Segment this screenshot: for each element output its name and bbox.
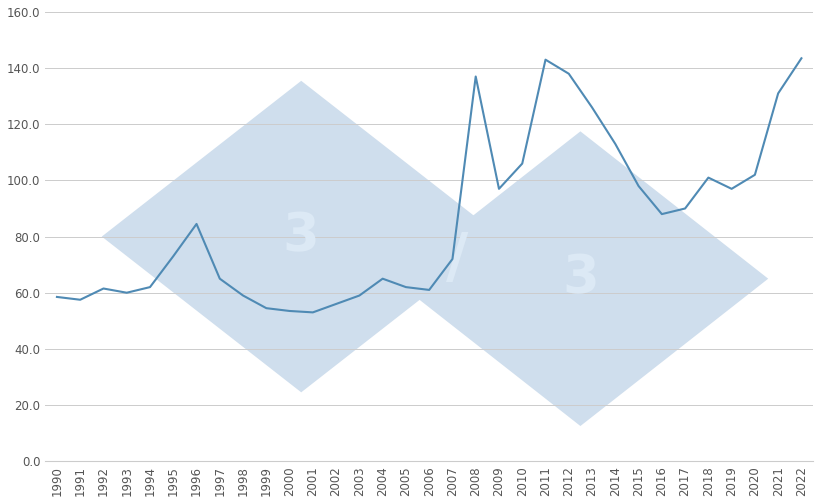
Polygon shape: [394, 133, 766, 425]
Text: 3: 3: [561, 253, 598, 305]
Text: 3: 3: [283, 211, 319, 263]
Text: /: /: [446, 229, 468, 289]
Polygon shape: [103, 82, 499, 391]
